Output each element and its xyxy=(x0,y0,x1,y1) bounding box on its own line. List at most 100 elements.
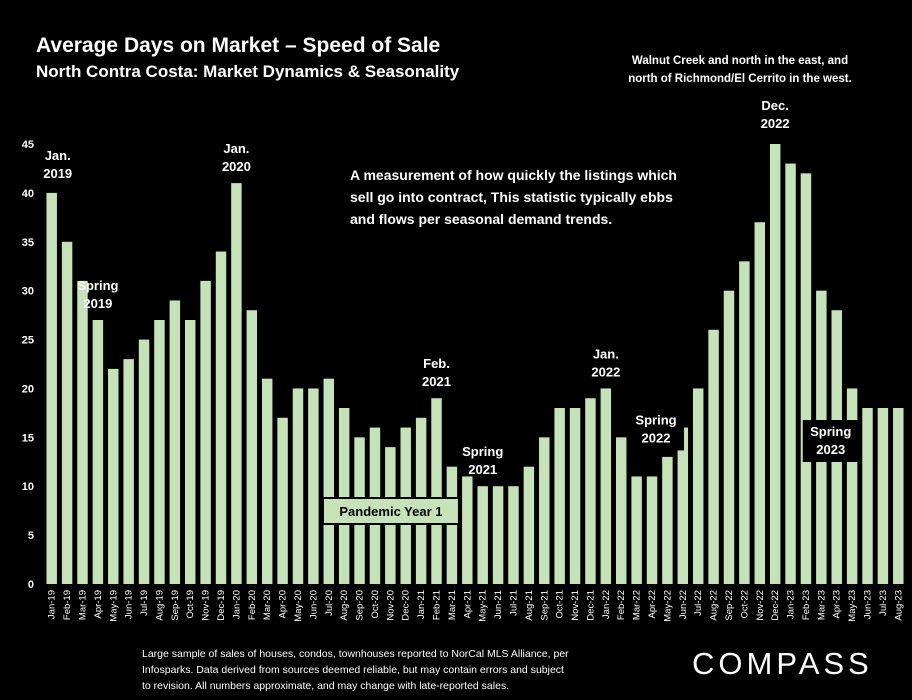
x-tick-label: Aug-22 xyxy=(709,590,720,621)
bar xyxy=(662,456,673,584)
bar xyxy=(769,144,781,584)
annotation-label: 2021 xyxy=(468,462,497,477)
bar xyxy=(154,320,165,584)
bar xyxy=(539,437,550,584)
bar xyxy=(92,320,104,584)
chart-title: Average Days on Market – Speed of Sale xyxy=(36,34,441,57)
x-tick-label: Nov-19 xyxy=(201,590,212,621)
x-tick-label: Jul-20 xyxy=(324,590,335,616)
y-tick-label: 25 xyxy=(22,335,34,347)
x-tick-label: Nov-22 xyxy=(755,590,766,621)
x-tick-label: Aug-19 xyxy=(154,590,165,621)
y-tick-label: 15 xyxy=(22,432,34,444)
footnote-line2: Infosparks. Data derived from sources de… xyxy=(142,664,564,676)
bar xyxy=(585,398,596,584)
annotation-label: 2020 xyxy=(222,159,251,174)
bar xyxy=(846,388,858,584)
bar xyxy=(615,437,627,584)
x-tick-label: Nov-20 xyxy=(385,590,396,621)
annotation-label: Feb. xyxy=(423,356,450,371)
annotation-label: 2021 xyxy=(422,374,451,389)
x-tick-label: Jun-19 xyxy=(124,590,135,619)
annotation-label: 2022 xyxy=(761,116,790,131)
x-tick-label: Nov-21 xyxy=(570,590,581,621)
bar xyxy=(261,378,273,584)
x-tick-label: Feb-19 xyxy=(62,590,73,620)
description-line2: sell go into contract, This statistic ty… xyxy=(350,189,673,205)
bar xyxy=(523,466,535,584)
bar xyxy=(569,408,581,584)
bar xyxy=(215,251,227,585)
annotation-box xyxy=(628,408,685,451)
bar xyxy=(184,320,196,584)
x-tick-label: Jul-21 xyxy=(508,590,519,616)
x-tick-label: Sep-21 xyxy=(539,590,550,621)
x-tick-label: May-22 xyxy=(662,590,673,622)
x-tick-label: Jan-21 xyxy=(416,590,427,619)
annotation-label: 2022 xyxy=(642,430,671,445)
x-tick-label: Jul-19 xyxy=(139,590,150,616)
bar xyxy=(600,388,612,584)
pandemic-label: Pandemic Year 1 xyxy=(339,504,442,519)
bar xyxy=(200,280,211,584)
x-tick-label: Dec-22 xyxy=(770,590,781,621)
bar xyxy=(323,378,335,584)
x-tick-label: Aug-23 xyxy=(893,590,904,621)
y-tick-label: 35 xyxy=(22,237,34,249)
x-tick-label: Feb-23 xyxy=(801,590,812,620)
bar xyxy=(246,310,258,584)
x-tick-label: Jul-22 xyxy=(693,590,704,616)
bar xyxy=(446,466,458,584)
description-line1: A measurement of how quickly the listing… xyxy=(350,167,677,183)
annotation-box xyxy=(802,420,859,462)
footnote: Large sample of sales of houses, condos,… xyxy=(142,646,612,694)
bar xyxy=(708,329,719,584)
x-tick-label: Apr-23 xyxy=(832,590,843,619)
description-text: A measurement of how quickly the listing… xyxy=(350,164,730,230)
x-tick-label: Jan-23 xyxy=(786,590,797,619)
x-tick-label: May-20 xyxy=(293,590,304,622)
bar xyxy=(554,408,565,584)
y-tick-label: 0 xyxy=(28,579,34,591)
annotation-label: 2019 xyxy=(43,166,72,181)
bar xyxy=(231,183,242,584)
bar xyxy=(677,427,689,584)
bar xyxy=(123,359,134,584)
region-note-line1: Walnut Creek and north in the east, and xyxy=(631,55,849,67)
y-tick-label: 40 xyxy=(22,188,34,200)
x-tick-label: Apr-19 xyxy=(93,590,104,619)
x-tick-label: Aug-21 xyxy=(524,590,535,621)
x-tick-label: Jun-20 xyxy=(308,590,319,619)
annotation-label: 2019 xyxy=(83,296,112,311)
bar xyxy=(431,398,442,584)
x-tick-label: Oct-19 xyxy=(185,590,196,619)
bar xyxy=(785,163,796,585)
y-tick-label: 20 xyxy=(22,383,34,395)
x-tick-label: Apr-22 xyxy=(647,590,658,619)
annotation-label: Jan. xyxy=(45,148,71,163)
x-tick-label: Mar-23 xyxy=(816,590,827,620)
x-tick-label: Jul-23 xyxy=(878,590,889,616)
x-tick-label: Jun-21 xyxy=(493,590,504,619)
bar xyxy=(754,222,766,584)
bar xyxy=(292,388,304,584)
x-tick-label: Dec-20 xyxy=(401,590,412,621)
x-tick-label: Mar-21 xyxy=(447,590,458,620)
x-tick-label: Oct-22 xyxy=(739,590,750,619)
x-tick-label: Jan-19 xyxy=(47,590,58,619)
x-tick-label: Jun-22 xyxy=(678,590,689,619)
annotation-label: Spring xyxy=(635,412,676,427)
annotation-label: Spring xyxy=(77,278,118,293)
bar xyxy=(277,417,288,584)
x-tick-label: Mar-20 xyxy=(262,590,273,620)
pandemic-label-box xyxy=(321,497,460,525)
chart-subtitle: North Contra Costa: Market Dynamics & Se… xyxy=(36,62,460,81)
compass-logo: COMPASS xyxy=(692,646,873,681)
bar xyxy=(77,280,88,584)
x-tick-label: May-21 xyxy=(478,590,489,622)
bar xyxy=(477,486,488,584)
annotation-label: Jan. xyxy=(593,346,619,361)
annotation-label: Spring xyxy=(462,444,503,459)
y-tick-label: 5 xyxy=(28,530,34,542)
